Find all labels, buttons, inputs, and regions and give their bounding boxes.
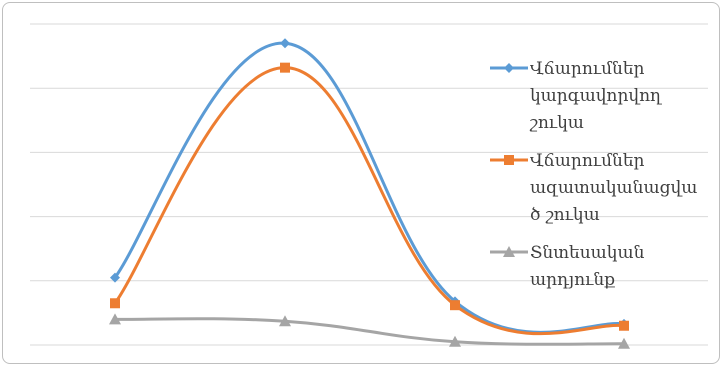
data-point-s3-p2 [279, 315, 291, 327]
legend-item-1: Վճարումներ կարգավորվող շուկա [490, 59, 662, 133]
data-point-s2-p2 [280, 62, 290, 73]
legend-marker-1 [504, 63, 514, 73]
data-point-s3-p4 [618, 337, 630, 349]
series-line-2 [113, 66, 625, 336]
legend-marker-2 [504, 155, 514, 165]
legend: Վճարումներ կարգավորվող շուկա Վճարումներ … [490, 59, 697, 290]
data-point-s2-p3 [450, 300, 460, 311]
legend-label-1a: Վճարումներ [530, 59, 645, 79]
legend-label-2a: Վճարումներ [530, 151, 645, 171]
legend-label-3a: Տնտեսական [530, 243, 645, 263]
data-point-s3-p3 [449, 335, 461, 347]
legend-label-2b: ազատականացվա [530, 178, 697, 198]
legend-label-1c: շուկա [529, 113, 584, 133]
data-point-s3-p1 [109, 313, 121, 325]
data-point-s1-p2 [280, 38, 290, 49]
legend-marker-3 [503, 246, 515, 257]
series-line-3 [114, 317, 625, 346]
legend-label-1b: կարգավորվող [530, 86, 662, 106]
data-point-s2-p4 [619, 320, 629, 331]
legend-item-2: Վճարումներ ազատականացվա ծ շուկա [490, 151, 697, 225]
data-point-s2-p1 [110, 298, 120, 309]
legend-label-3b: արդյունք [530, 270, 615, 290]
series-layer [109, 38, 630, 349]
legend-label-2c: ծ շուկա [530, 205, 600, 225]
data-point-s1-p1 [110, 272, 120, 283]
chart-frame [2, 2, 720, 364]
legend-item-3: Տնտեսական արդյունք [490, 243, 645, 290]
